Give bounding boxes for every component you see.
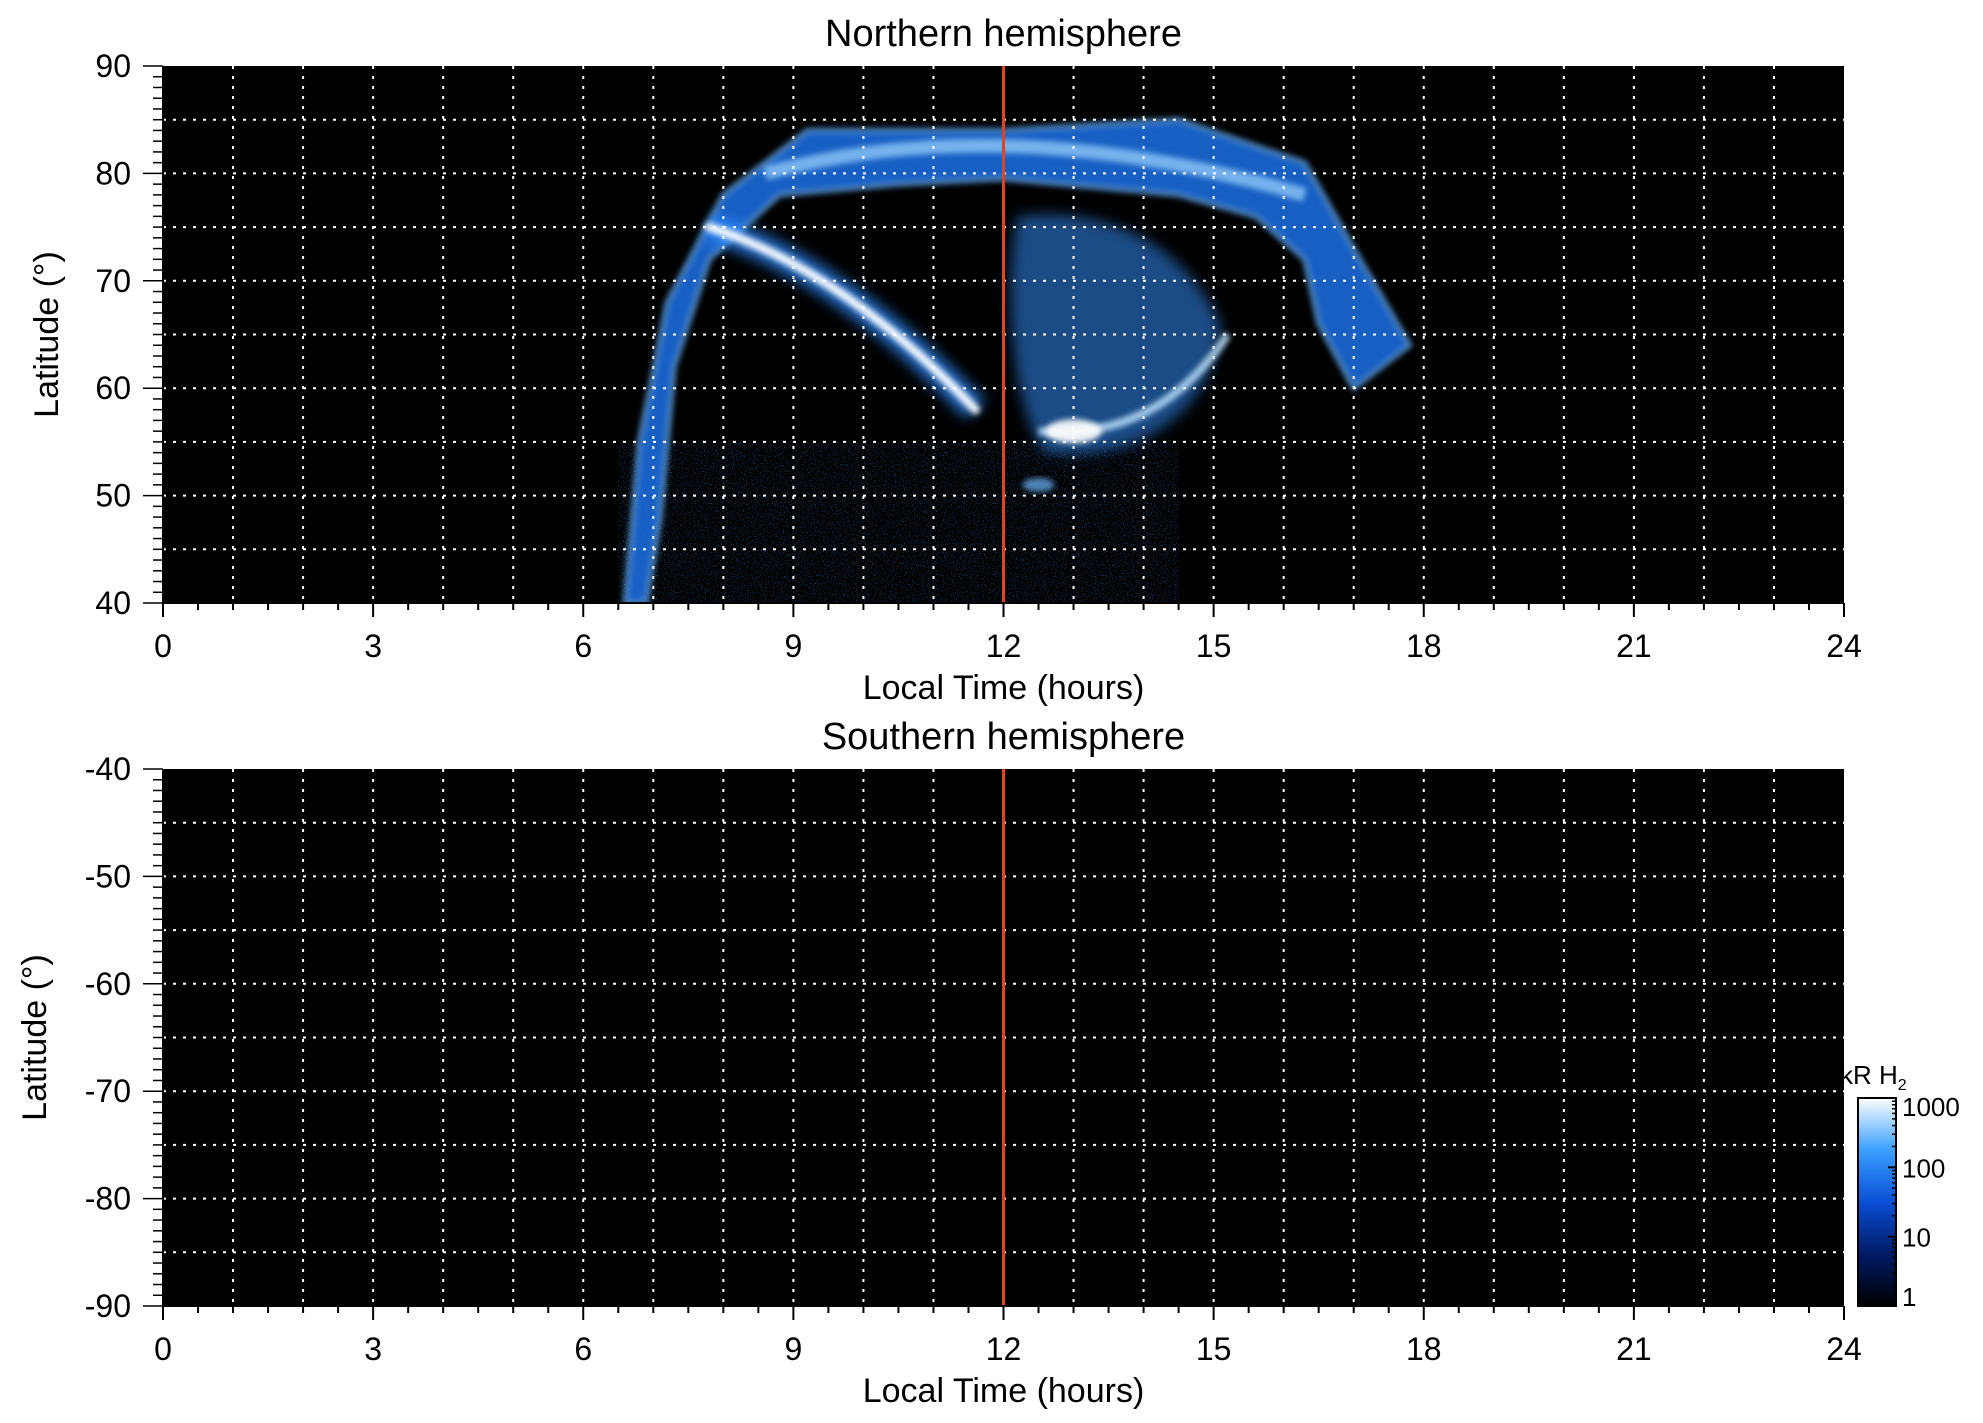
x-tick-label: 15 xyxy=(1196,1331,1232,1367)
colorbar-ticks: 1000 100 10 1 xyxy=(1888,1092,1960,1312)
x-tick-label: 12 xyxy=(986,628,1022,664)
colorbar-tick-label: 100 xyxy=(1902,1153,1945,1183)
x-axis-title-south: Local Time (hours) xyxy=(863,1372,1145,1410)
y-tick-label: -90 xyxy=(85,1288,131,1324)
dayside-bright-spot xyxy=(1045,419,1102,444)
y-tick-label: 80 xyxy=(95,155,131,191)
x-tick-label: 24 xyxy=(1826,628,1862,664)
panel-title-north: Northern hemisphere xyxy=(825,13,1182,55)
axes-north: 0 3 6 9 12 15 18 21 24 40 50 60 70 80 90 xyxy=(95,48,1861,664)
main-arc-bright-top xyxy=(763,138,1307,202)
y-tick-label: 40 xyxy=(95,585,131,621)
colorbar-tick-label: 1 xyxy=(1902,1282,1916,1312)
colorbar-tick-label: 1000 xyxy=(1902,1092,1960,1122)
x-tick-label: 9 xyxy=(784,628,802,664)
x-axis-title-north: Local Time (hours) xyxy=(863,669,1145,707)
panel-title-south: Southern hemisphere xyxy=(822,716,1185,758)
y-tick-label: -50 xyxy=(85,858,131,894)
colorbar: kR H2 1000 100 10 1 xyxy=(1840,1060,1960,1312)
y-axis-title-north: Latitude (°) xyxy=(28,251,66,418)
colorbar-tick-label: 10 xyxy=(1902,1223,1931,1253)
y-axis-title-south: Latitude (°) xyxy=(16,954,54,1121)
axes-south: 0 3 6 9 12 15 18 21 24 -40 -50 -60 -70 -80 -90 xyxy=(85,751,1862,1367)
y-tick-label: 50 xyxy=(95,478,131,514)
y-tick-label: -80 xyxy=(85,1181,131,1217)
x-tick-label: 0 xyxy=(154,628,172,664)
noise-field xyxy=(618,441,1179,603)
x-tick-label: 21 xyxy=(1616,628,1652,664)
y-tick-label: 70 xyxy=(95,263,131,299)
x-tick-label: 6 xyxy=(574,1331,592,1367)
y-tick-label: 60 xyxy=(95,370,131,406)
colorbar-title-subscript: 2 xyxy=(1898,1077,1907,1094)
x-tick-label: 6 xyxy=(574,628,592,664)
colorbar-title-main: kR H xyxy=(1840,1060,1898,1090)
x-tick-label: 15 xyxy=(1196,628,1232,664)
plot-area-north xyxy=(163,66,1844,603)
colorbar-title: kR H2 xyxy=(1840,1060,1907,1094)
colorbar-scale xyxy=(1857,1097,1897,1307)
y-tick-label: -70 xyxy=(85,1073,131,1109)
plot-area-south xyxy=(163,769,1844,1306)
y-tick-label: 90 xyxy=(95,48,131,84)
x-tick-label: 0 xyxy=(154,1331,172,1367)
main-arc-edge xyxy=(622,116,1414,603)
y-tick-label: -40 xyxy=(85,751,131,787)
x-tick-label: 9 xyxy=(784,1331,802,1367)
x-tick-label: 18 xyxy=(1406,1331,1442,1367)
x-tick-label: 24 xyxy=(1826,1331,1862,1367)
y-tick-label: -60 xyxy=(85,966,131,1002)
x-tick-label: 3 xyxy=(364,1331,382,1367)
dayside-spot-small xyxy=(1022,477,1055,492)
x-tick-label: 12 xyxy=(986,1331,1022,1367)
dawn-arc-core xyxy=(704,222,980,415)
x-tick-label: 21 xyxy=(1616,1331,1652,1367)
x-tick-label: 18 xyxy=(1406,628,1442,664)
x-tick-label: 3 xyxy=(364,628,382,664)
